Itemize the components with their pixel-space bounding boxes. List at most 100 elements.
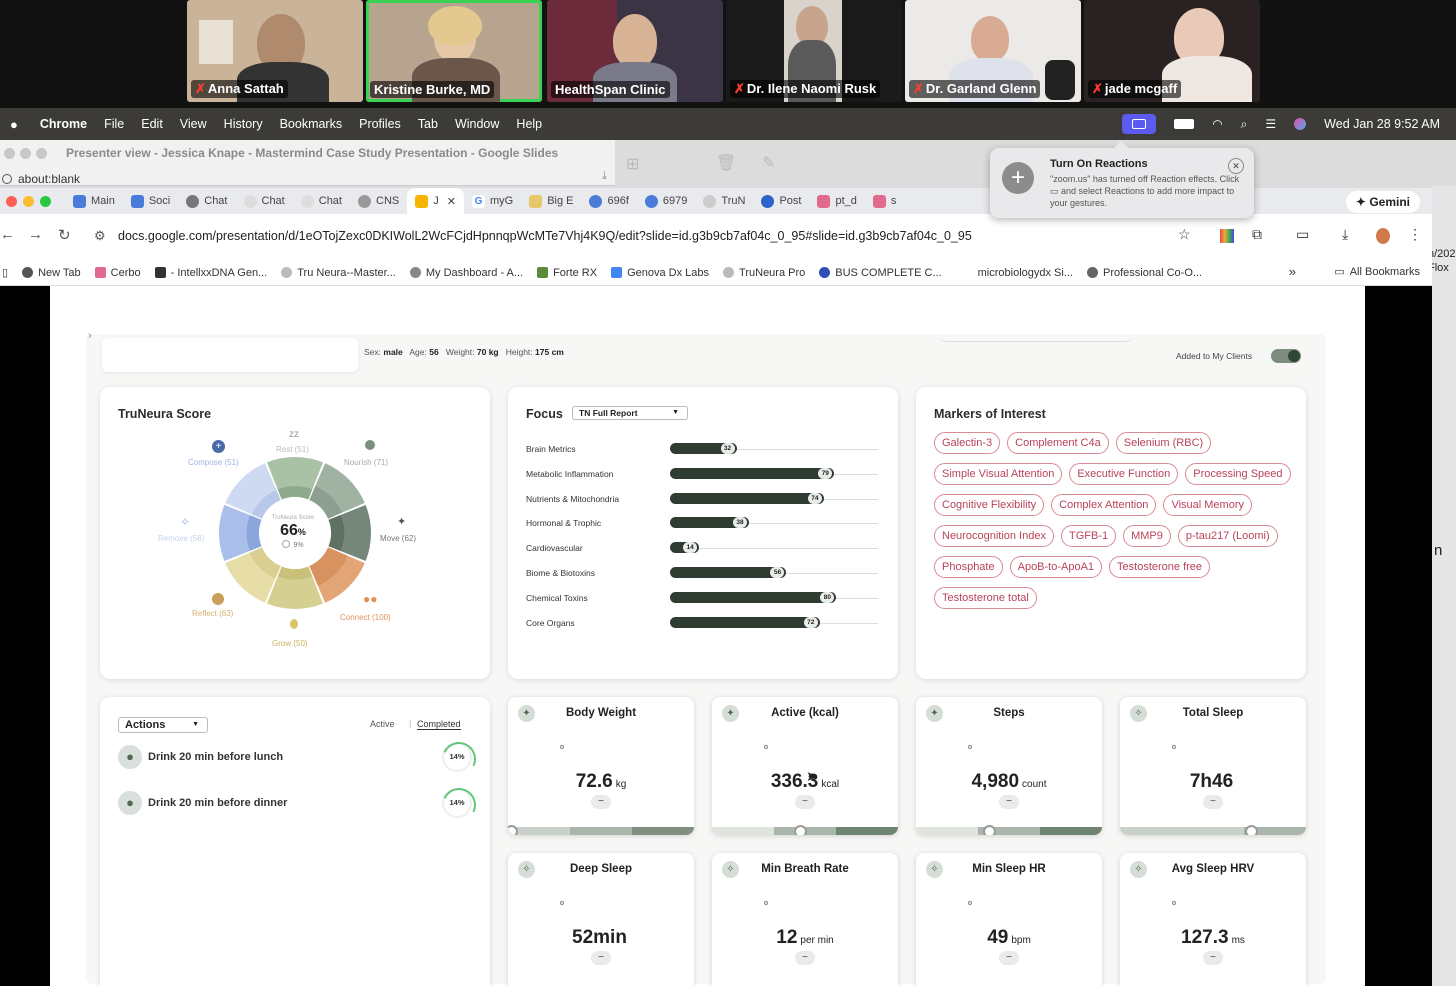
all-bookmarks[interactable]: ▭ All Bookmarks [1334,266,1420,278]
donut-segment[interactable] [219,504,250,562]
donut-segment-inner[interactable] [277,566,313,580]
filter-active-tab[interactable]: Active [370,719,395,729]
trash-icon[interactable]: 🗑 [716,155,737,172]
bookmark-item[interactable]: TruNeura Pro [723,267,805,279]
window-controls[interactable] [6,195,51,207]
menu-bookmarks[interactable]: Bookmarks [279,117,343,131]
bookmark-item[interactable]: BUS COMPLETE C... [819,267,942,279]
donut-segment[interactable] [341,504,371,562]
participant-tile[interactable]: ✗ Dr. Ilene Naomi Rusk [726,0,902,102]
bookmark-item[interactable]: New Tab [22,267,81,279]
metric-range-knob[interactable] [1244,825,1258,835]
donut-segment-inner[interactable] [277,485,313,500]
participant-tile[interactable]: ✗ jade mcgaff [1084,0,1260,102]
marker-chip[interactable]: Processing Speed [1185,463,1291,485]
grid-icon[interactable]: ⊞ [626,156,640,173]
donut-segment[interactable] [225,463,277,515]
menu-edit[interactable]: Edit [141,117,163,131]
bookmark-item[interactable]: My Dashboard - A... [409,267,523,279]
more-bookmarks-icon[interactable]: » [1288,264,1296,279]
metric-card-min-breath-rate[interactable]: ✧ Min Breath Rate 12 per min − [712,853,898,986]
close-tab-icon[interactable]: ✕ [446,195,456,208]
zoom-reactions-toast[interactable]: + Turn On Reactions "zoom.us" has turned… [990,141,1254,218]
metric-card-deep-sleep[interactable]: ✧ Deep Sleep 52min − [508,853,694,986]
menu-help[interactable]: Help [516,117,543,131]
menu-datetime[interactable]: Wed Jan 28 9:52 AM [1324,117,1440,131]
battery-icon[interactable] [1174,119,1195,129]
participant-tile[interactable]: ✗ Anna Sattah [187,0,363,102]
browser-tab[interactable]: Big E [521,188,581,214]
donut-segment-inner[interactable] [249,547,281,579]
marker-chip[interactable]: Complement C4a [1007,432,1109,454]
menu-view[interactable]: View [179,117,207,131]
apple-icon[interactable]: ● [10,116,18,132]
browser-tab[interactable]: s [865,188,905,214]
chevron-right-icon[interactable]: › [88,330,92,342]
donut-segment-inner[interactable] [309,485,343,519]
browser-tab[interactable]: Chat [178,188,235,214]
browser-tab-active[interactable]: J ✕ [407,188,464,214]
browser-tab[interactable]: Soci [123,188,178,214]
browser-tab[interactable]: Main [65,188,123,214]
filter-completed-tab[interactable]: Completed [417,719,461,730]
metric-card-min-sleep-hr[interactable]: ✧ Min Sleep HR 49 bpm − [916,853,1102,986]
marker-chip[interactable]: p-tau217 (Loomi) [1177,525,1278,547]
browser-tab[interactable]: CNS [350,188,407,214]
bookmark-item[interactable]: Professional Co-O... [1087,267,1202,279]
marker-chip[interactable]: Phosphate [934,556,1003,578]
participant-tile[interactable]: ✗ Dr. Garland Glenn [905,0,1081,102]
donut-segment[interactable] [225,552,276,603]
reload-icon[interactable]: ↻ [58,227,71,244]
participant-tile-active-speaker[interactable]: Kristine Burke, MD [366,0,542,102]
marker-chip[interactable]: Complex Attention [1051,494,1157,516]
bookmark-item[interactable]: Cerbo [94,267,141,279]
browser-tab[interactable]: 6979 [637,188,695,214]
bookmark-item[interactable]: Forte RX [537,267,597,279]
action-item[interactable]: ● Drink 20 min before lunch 14% [118,742,472,772]
wifi-icon[interactable]: ◠ [1212,117,1223,131]
metric-card-total-sleep[interactable]: ✧ Total Sleep 7h46 − [1120,697,1306,835]
browser-tab[interactable]: TruN [695,188,753,214]
marker-chip[interactable]: Galectin-3 [934,432,1001,454]
metric-card-avg-sleep-hrv[interactable]: ✧ Avg Sleep HRV 127.3 ms − [1120,853,1306,986]
window-controls[interactable] [4,148,52,162]
menu-file[interactable]: File [104,117,125,131]
donut-segment-inner[interactable] [251,489,281,519]
menu-app-name[interactable]: Chrome [39,117,88,131]
metric-range-knob[interactable] [983,825,997,835]
back-icon[interactable]: ← [0,226,15,243]
donut-segment-inner[interactable] [309,547,349,587]
edit-icon[interactable]: ✎ [762,155,776,172]
metric-card-body-weight[interactable]: ✦ Body Weight 72.6 kg − [508,697,694,835]
download-icon[interactable]: ⤓ [1342,226,1349,242]
donut-segment[interactable] [266,457,324,490]
menu-history[interactable]: History [223,117,263,131]
metric-card-steps[interactable]: ✦ Steps 4,980 count − [916,697,1102,835]
actions-dropdown[interactable]: Actions ▼ [118,717,208,733]
menu-tab[interactable]: Tab [417,117,438,131]
browser-tab[interactable]: Post [753,188,809,214]
marker-chip[interactable]: Cognitive Flexibility [934,494,1045,516]
marker-chip[interactable]: Testosterone total [934,587,1037,609]
apps-icon[interactable]: ▯ [2,267,9,279]
donut-segment[interactable] [266,576,324,609]
control-center-icon[interactable]: ☰ [1265,117,1277,131]
zoom-share-icon[interactable] [1122,114,1157,134]
marker-chip[interactable]: TGFB-1 [1060,525,1117,547]
spotlight-search-icon[interactable]: ⌕ [1240,116,1248,131]
extension-icon[interactable] [1220,229,1234,243]
metric-range-knob[interactable] [508,825,518,835]
site-settings-icon[interactable]: ⚙ [94,228,106,243]
bookmark-star-icon[interactable]: ☆ [1178,226,1191,242]
bookmark-item[interactable]: microbiologydx Si... [977,266,1073,279]
browser-tab[interactable]: pt_d [809,188,864,214]
participant-tile[interactable]: HealthSpan Clinic [547,0,723,102]
download-icon[interactable]: ⤓ [602,170,607,182]
marker-chip[interactable]: Executive Function [1069,463,1179,485]
marker-chip[interactable]: Visual Memory [1163,494,1252,516]
metric-range-knob[interactable] [793,825,807,835]
donut-segment[interactable] [317,555,365,603]
added-to-clients-toggle[interactable] [1271,349,1301,363]
forward-icon[interactable]: → [28,226,43,243]
